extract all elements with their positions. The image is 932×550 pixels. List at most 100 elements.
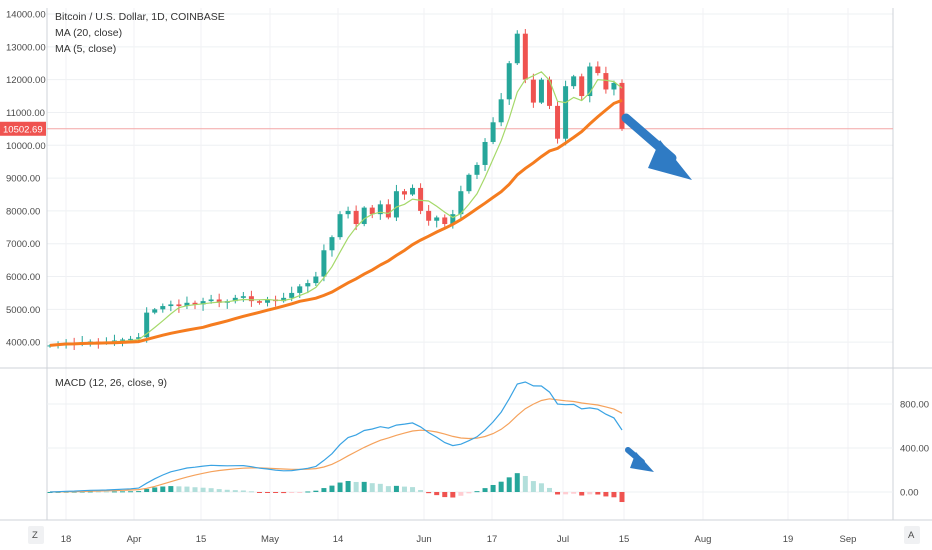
candle-body — [353, 210, 359, 225]
candle-body — [305, 283, 311, 287]
macd-signal-line — [49, 398, 623, 493]
candle-body — [393, 191, 399, 218]
macd-histogram-bar — [184, 486, 190, 492]
x-tick-label: May — [261, 534, 279, 545]
x-tick-label: Jul — [557, 534, 569, 545]
candle-body — [321, 250, 327, 277]
macd-histogram-bar — [458, 492, 464, 496]
macd-histogram-bar — [611, 492, 617, 498]
x-tick-label: Sep — [840, 534, 857, 545]
candle-body — [579, 76, 585, 97]
candle-body — [522, 33, 528, 80]
candle-body — [530, 79, 536, 103]
macd-histogram-bar — [216, 489, 222, 492]
candle-body — [514, 33, 520, 64]
macd-histogram-bar — [555, 492, 561, 495]
macd-histogram-bar — [128, 491, 134, 493]
arrow-head-macd — [630, 452, 654, 472]
macd-histogram-bar — [579, 492, 585, 496]
x-tick-label: 15 — [196, 534, 207, 545]
candle-body — [506, 63, 512, 100]
candle-body — [345, 210, 351, 215]
candle-body — [248, 296, 254, 302]
candle-body — [434, 217, 440, 221]
candle-body — [410, 187, 416, 195]
candle-body — [571, 76, 577, 87]
candle-body — [619, 82, 625, 129]
x-tick-label: 14 — [333, 534, 344, 545]
candle-body — [128, 338, 134, 340]
macd-histogram-bar — [281, 492, 287, 494]
macd-histogram-bar — [361, 481, 367, 492]
y-tick-label: 5000.00 — [6, 305, 40, 316]
macd-histogram-bar — [273, 492, 279, 493]
macd-histogram-bar — [490, 484, 496, 492]
macd-histogram-bar — [160, 486, 166, 492]
macd-histogram-bar — [603, 492, 609, 497]
candle-body — [337, 214, 343, 238]
macd-histogram-bar — [571, 492, 577, 494]
candle-body — [265, 299, 271, 303]
y-tick-label: 13000.00 — [6, 42, 46, 53]
macd-histogram-bar — [498, 481, 504, 492]
macd-histogram-bar — [377, 483, 383, 492]
candle-body — [361, 207, 367, 225]
macd-y-tick-label: 800.00 — [900, 400, 929, 411]
price-tag-bg — [0, 121, 46, 136]
candle-body — [482, 141, 488, 165]
macd-histogram-bar — [418, 490, 424, 492]
candle-body — [120, 339, 126, 341]
candle-body — [329, 237, 335, 251]
macd-histogram-bar — [538, 483, 544, 492]
candle-body — [458, 191, 464, 215]
ma20-legend: MA (20, close) — [55, 27, 122, 39]
macd-histogram-bar — [248, 491, 254, 493]
y-tick-label: 14000.00 — [6, 10, 46, 21]
macd-histogram-bar — [450, 492, 456, 498]
macd-histogram-bar — [393, 485, 399, 492]
macd-histogram-bar — [321, 488, 327, 492]
auto-scale-button-bg[interactable] — [904, 526, 920, 544]
macd-histogram-bar — [426, 492, 432, 494]
macd-histogram-bar — [224, 489, 230, 492]
macd-histogram-bar — [289, 492, 295, 493]
macd-y-tick-label: 400.00 — [900, 444, 929, 455]
candle-body — [297, 286, 303, 293]
candle-body — [232, 297, 238, 302]
macd-histogram-bar — [337, 482, 343, 492]
macd-histogram-bar — [168, 486, 174, 492]
y-tick-label: 11000.00 — [6, 108, 45, 119]
candle-body — [474, 164, 480, 175]
candle-body — [563, 86, 569, 139]
macd-histogram-bar — [265, 492, 271, 493]
y-tick-label: 7000.00 — [6, 239, 40, 250]
zoom-button-bg[interactable] — [28, 526, 44, 544]
candle-body — [184, 302, 190, 307]
candle-body — [240, 296, 246, 298]
candle-body — [426, 210, 432, 221]
macd-histogram-bar — [240, 490, 246, 492]
candle-body — [313, 276, 319, 284]
candle-body — [192, 302, 198, 305]
candle-body — [587, 66, 593, 97]
macd-histogram-bar — [192, 487, 198, 492]
candle-body — [401, 191, 407, 195]
candle-body — [144, 312, 150, 338]
ma20-line — [49, 98, 623, 347]
candle-body — [369, 207, 375, 215]
macd-histogram-bar — [208, 488, 214, 492]
candle-body — [498, 99, 504, 123]
macd-histogram-bar — [200, 487, 206, 492]
candle-body — [603, 73, 609, 90]
macd-histogram-bar — [434, 492, 440, 496]
y-tick-label: 8000.00 — [6, 206, 40, 217]
candle-body — [466, 174, 472, 192]
y-tick-label: 10000.00 — [6, 141, 46, 152]
candle-body — [200, 301, 206, 305]
x-tick-label: 18 — [61, 534, 72, 545]
macd-histogram-bar — [530, 481, 536, 492]
candle-body — [611, 82, 617, 90]
candle-body — [555, 105, 561, 139]
